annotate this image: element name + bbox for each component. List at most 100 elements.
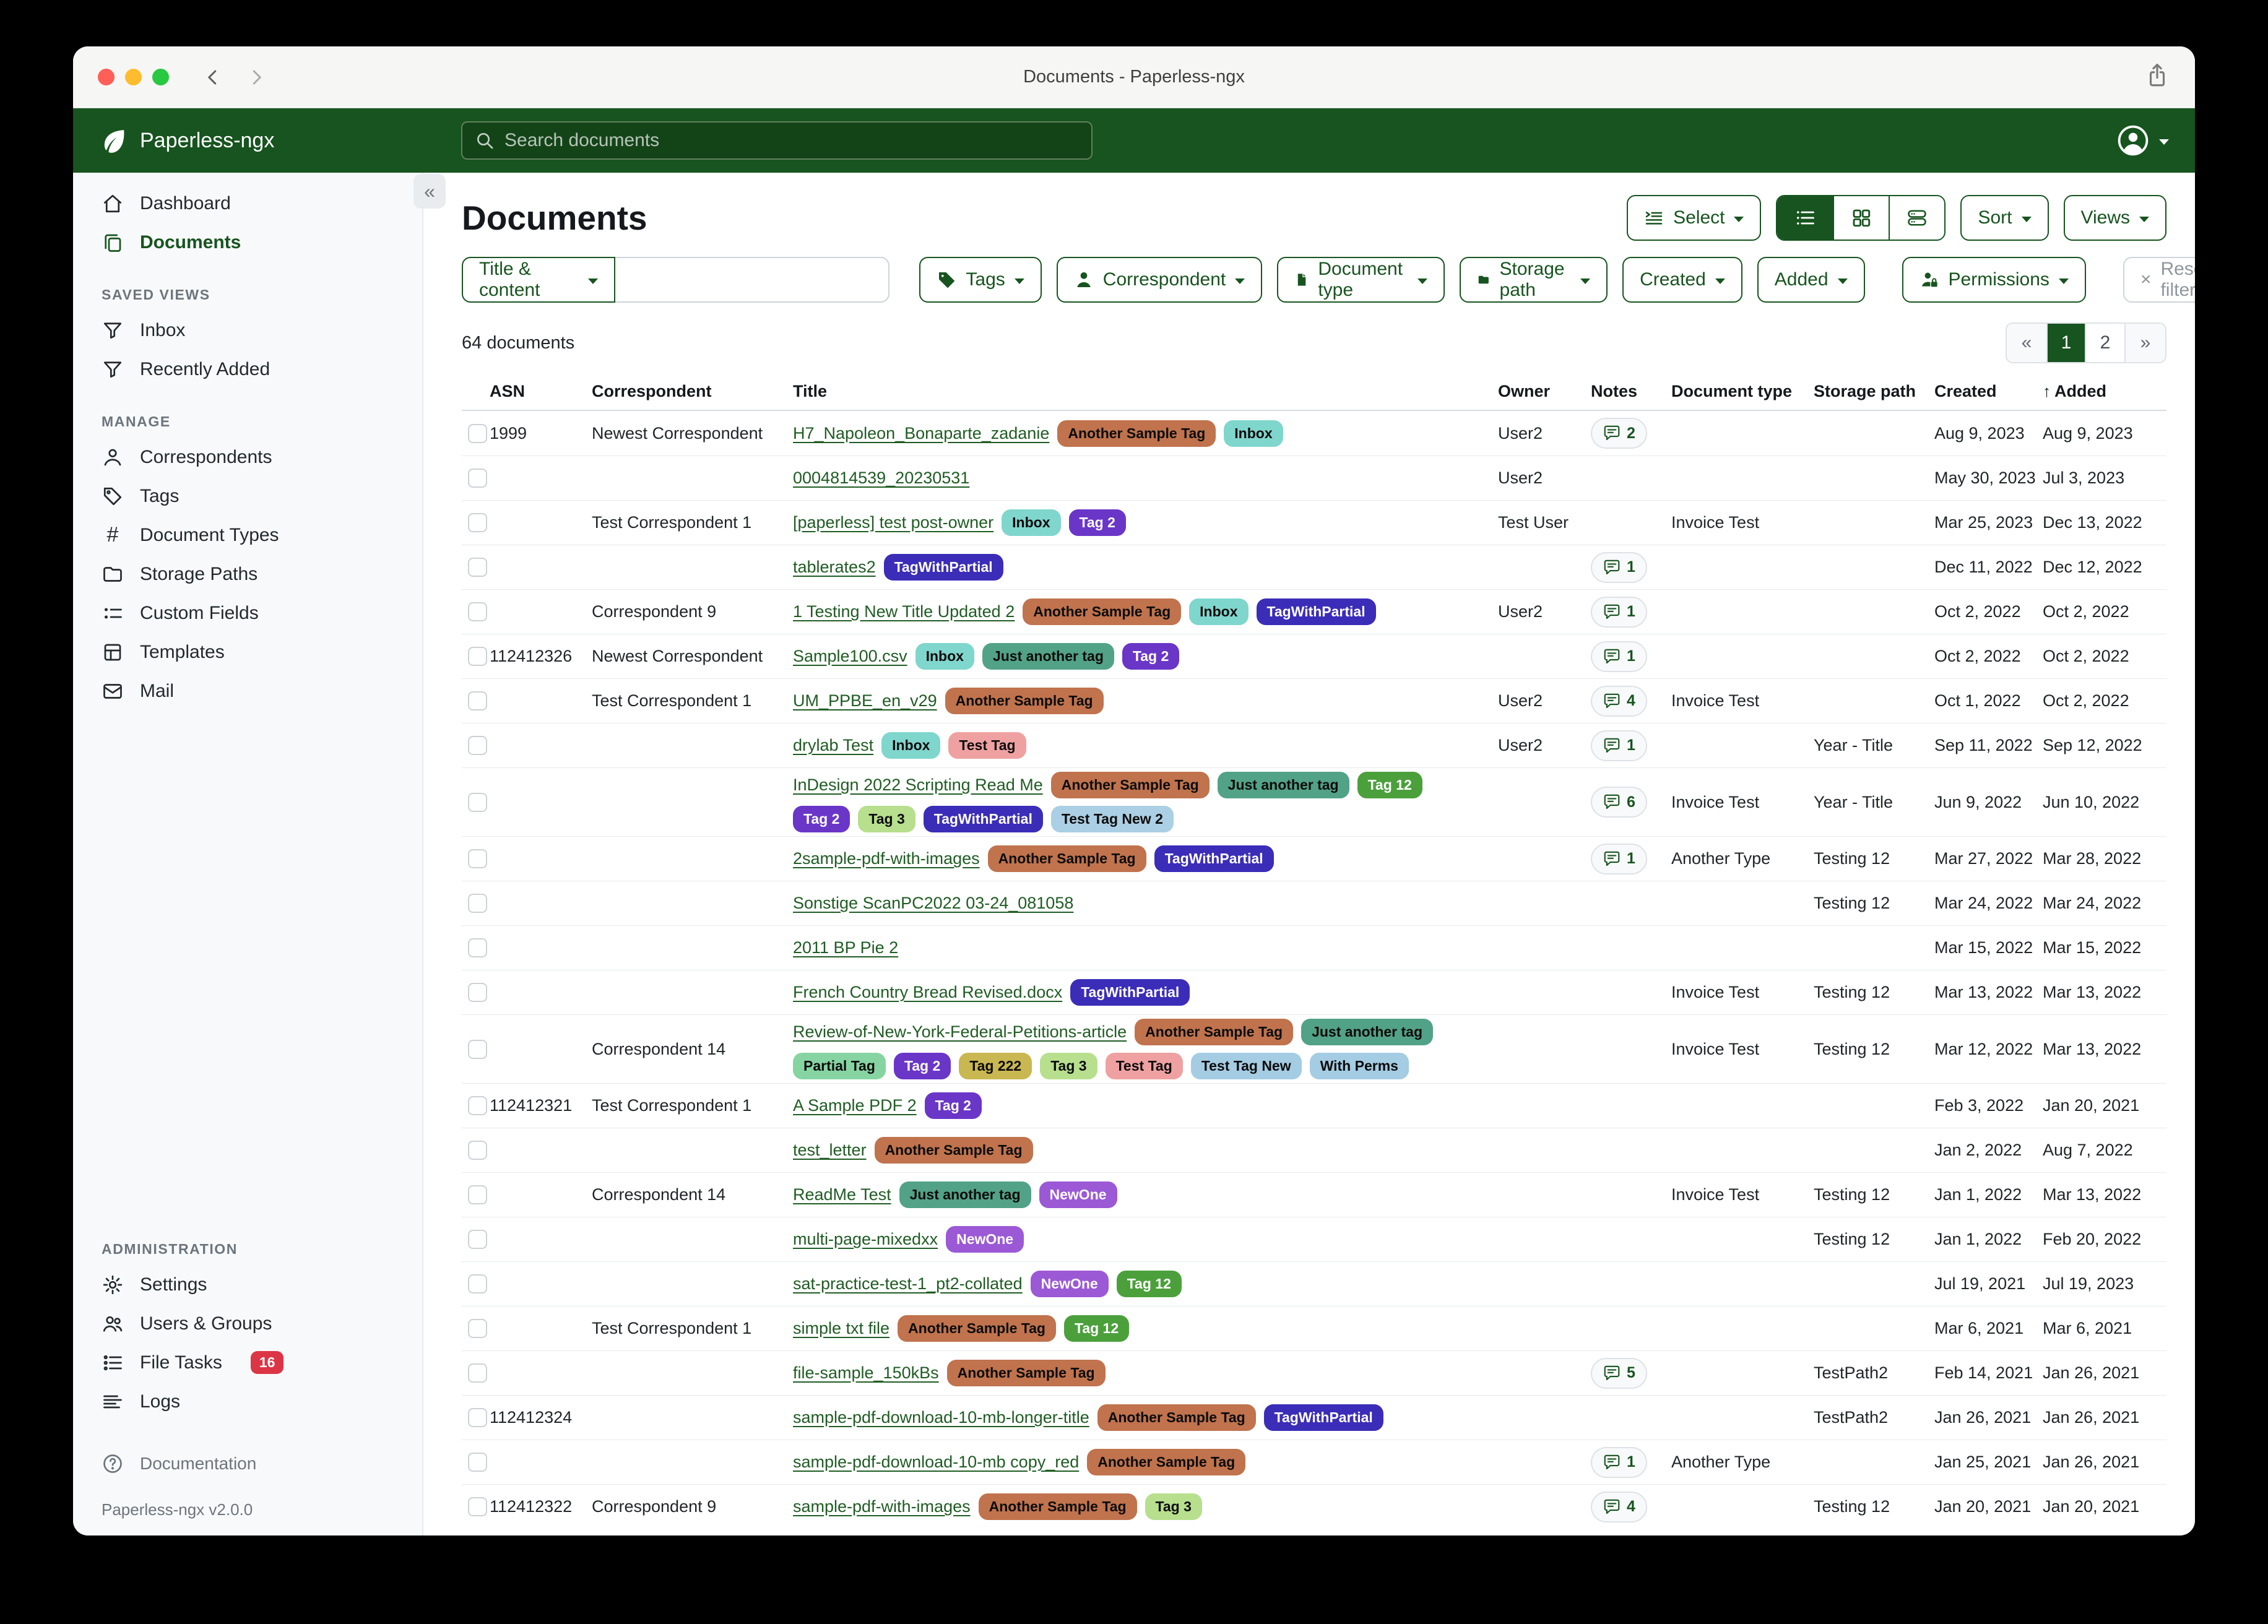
document-link[interactable]: UM_PPBE_en_v29: [793, 691, 937, 710]
notes-badge[interactable]: 1: [1591, 641, 1647, 672]
tag-badge[interactable]: Another Sample Tag: [1097, 1404, 1256, 1431]
tag-badge[interactable]: Test Tag: [948, 732, 1026, 759]
tag-badge[interactable]: Inbox: [1002, 509, 1061, 536]
tag-badge[interactable]: TagWithPartial: [1070, 979, 1190, 1006]
notes-badge[interactable]: 1: [1591, 730, 1647, 761]
document-link[interactable]: file-sample_150kBs: [793, 1363, 939, 1382]
tag-badge[interactable]: With Perms: [1309, 1053, 1409, 1079]
tag-badge[interactable]: TagWithPartial: [923, 806, 1043, 832]
search-input[interactable]: [504, 130, 1062, 151]
tag-badge[interactable]: NewOne: [946, 1226, 1024, 1253]
row-checkbox[interactable]: [468, 1408, 487, 1427]
row-checkbox[interactable]: [468, 423, 487, 443]
title-content-button[interactable]: Title & content: [462, 257, 615, 303]
document-link[interactable]: simple txt file: [793, 1319, 890, 1337]
row-checkbox[interactable]: [468, 1185, 487, 1204]
tag-badge[interactable]: Tag 2: [1068, 509, 1126, 536]
sidebar-item-templates[interactable]: Templates: [73, 633, 422, 672]
sidebar-item-documents[interactable]: Documents: [73, 223, 422, 262]
document-link[interactable]: H7_Napoleon_Bonaparte_zadanie: [793, 423, 1050, 443]
row-checkbox[interactable]: [468, 1096, 487, 1115]
header-document-type[interactable]: Document type: [1671, 382, 1793, 400]
sidebar-item-document-types[interactable]: # Document Types: [73, 516, 422, 555]
tag-badge[interactable]: Tag 12: [1063, 1315, 1130, 1342]
tag-badge[interactable]: Another Sample Tag: [1023, 598, 1182, 625]
document-link[interactable]: [paperless] test post-owner: [793, 513, 994, 532]
header-created[interactable]: Created: [1934, 382, 1997, 400]
tag-badge[interactable]: Test Tag New: [1190, 1053, 1302, 1079]
sidebar-item-dashboard[interactable]: Dashboard: [73, 184, 422, 223]
sidebar-item-file-tasks[interactable]: File Tasks 16: [73, 1343, 422, 1382]
tag-badge[interactable]: Another Sample Tag: [1050, 772, 1210, 798]
tag-badge[interactable]: Just another tag: [1217, 772, 1349, 798]
tag-badge[interactable]: Tag 3: [858, 806, 915, 832]
sort-button[interactable]: Sort: [1960, 195, 2049, 241]
document-link[interactable]: 2011 BP Pie 2: [793, 938, 899, 957]
tag-badge[interactable]: NewOne: [1030, 1271, 1109, 1297]
tag-badge[interactable]: Test Tag: [1105, 1053, 1183, 1079]
header-added[interactable]: ↑ Added: [2043, 382, 2106, 400]
storage-path-filter-button[interactable]: Storage path: [1459, 257, 1608, 303]
tag-badge[interactable]: Tag 222: [959, 1053, 1032, 1079]
tag-badge[interactable]: Tag 2: [924, 1092, 982, 1119]
tags-filter-button[interactable]: Tags: [919, 257, 1042, 303]
row-checkbox[interactable]: [468, 691, 487, 710]
document-link[interactable]: Sonstige ScanPC2022 03-24_081058: [793, 894, 1074, 912]
tag-badge[interactable]: Tag 3: [1145, 1493, 1202, 1520]
row-checkbox[interactable]: [468, 1230, 487, 1249]
notes-badge[interactable]: 4: [1591, 685, 1647, 717]
tag-badge[interactable]: NewOne: [1039, 1181, 1117, 1208]
tag-badge[interactable]: TagWithPartial: [1263, 1404, 1383, 1431]
row-checkbox[interactable]: [468, 1363, 487, 1383]
header-title[interactable]: Title: [793, 382, 828, 400]
reset-filters-button[interactable]: ×Reset filters: [2123, 257, 2195, 303]
tag-badge[interactable]: Tag 3: [1040, 1053, 1097, 1079]
document-link[interactable]: ReadMe Test: [793, 1185, 891, 1204]
tag-badge[interactable]: Another Sample Tag: [874, 1137, 1033, 1164]
tag-badge[interactable]: Tag 12: [1357, 772, 1422, 798]
row-checkbox[interactable]: [468, 983, 487, 1002]
row-checkbox[interactable]: [468, 1453, 487, 1472]
document-link[interactable]: sat-practice-test-1_pt2-collated: [793, 1274, 1023, 1293]
row-checkbox[interactable]: [468, 647, 487, 666]
header-notes[interactable]: Notes: [1591, 382, 1638, 400]
tag-badge[interactable]: Just another tag: [1301, 1019, 1434, 1045]
correspondent-filter-button[interactable]: Correspondent: [1056, 257, 1263, 303]
row-checkbox[interactable]: [468, 1274, 487, 1294]
row-checkbox[interactable]: [468, 849, 487, 868]
sidebar-item-correspondents[interactable]: Correspondents: [73, 438, 422, 477]
tag-badge[interactable]: Test Tag New 2: [1050, 806, 1174, 832]
detail-view-button[interactable]: [1889, 196, 1945, 240]
header-owner[interactable]: Owner: [1498, 382, 1551, 400]
sidebar-item-tags[interactable]: Tags: [73, 477, 422, 516]
tag-badge[interactable]: Another Sample Tag: [1057, 420, 1216, 447]
document-link[interactable]: InDesign 2022 Scripting Read Me: [793, 775, 1043, 794]
notes-badge[interactable]: 4: [1591, 1491, 1647, 1522]
notes-badge[interactable]: 5: [1591, 1357, 1647, 1389]
tag-badge[interactable]: Inbox: [915, 643, 974, 670]
tag-badge[interactable]: Another Sample Tag: [898, 1315, 1056, 1342]
user-menu[interactable]: [2116, 123, 2169, 158]
minimize-window-button[interactable]: [125, 69, 142, 85]
title-content-input[interactable]: [615, 257, 890, 303]
views-button[interactable]: Views: [2063, 195, 2166, 241]
tag-badge[interactable]: Another Sample Tag: [945, 688, 1104, 714]
added-filter-button[interactable]: Added: [1757, 257, 1865, 303]
document-link[interactable]: 0004814539_20230531: [793, 469, 970, 487]
document-link[interactable]: sample-pdf-download-10-mb copy_red: [793, 1453, 1080, 1471]
row-checkbox[interactable]: [468, 558, 487, 577]
sidebar-item-users-groups[interactable]: Users & Groups: [73, 1304, 422, 1343]
tag-badge[interactable]: TagWithPartial: [883, 554, 1003, 581]
tag-badge[interactable]: Another Sample Tag: [978, 1493, 1137, 1520]
row-checkbox[interactable]: [468, 792, 487, 812]
tag-badge[interactable]: Another Sample Tag: [1135, 1019, 1294, 1045]
permissions-filter-button[interactable]: Permissions: [1902, 257, 2086, 303]
zoom-window-button[interactable]: [152, 69, 169, 85]
sidebar-item-documentation[interactable]: Documentation: [73, 1446, 422, 1482]
pagination-page-1[interactable]: 1: [2046, 324, 2086, 362]
header-correspondent[interactable]: Correspondent: [592, 382, 712, 400]
sidebar-collapse-button[interactable]: «: [413, 174, 446, 209]
back-icon[interactable]: [204, 68, 222, 87]
grid-view-button[interactable]: [1833, 196, 1889, 240]
brand[interactable]: Paperless-ngx: [99, 126, 274, 155]
